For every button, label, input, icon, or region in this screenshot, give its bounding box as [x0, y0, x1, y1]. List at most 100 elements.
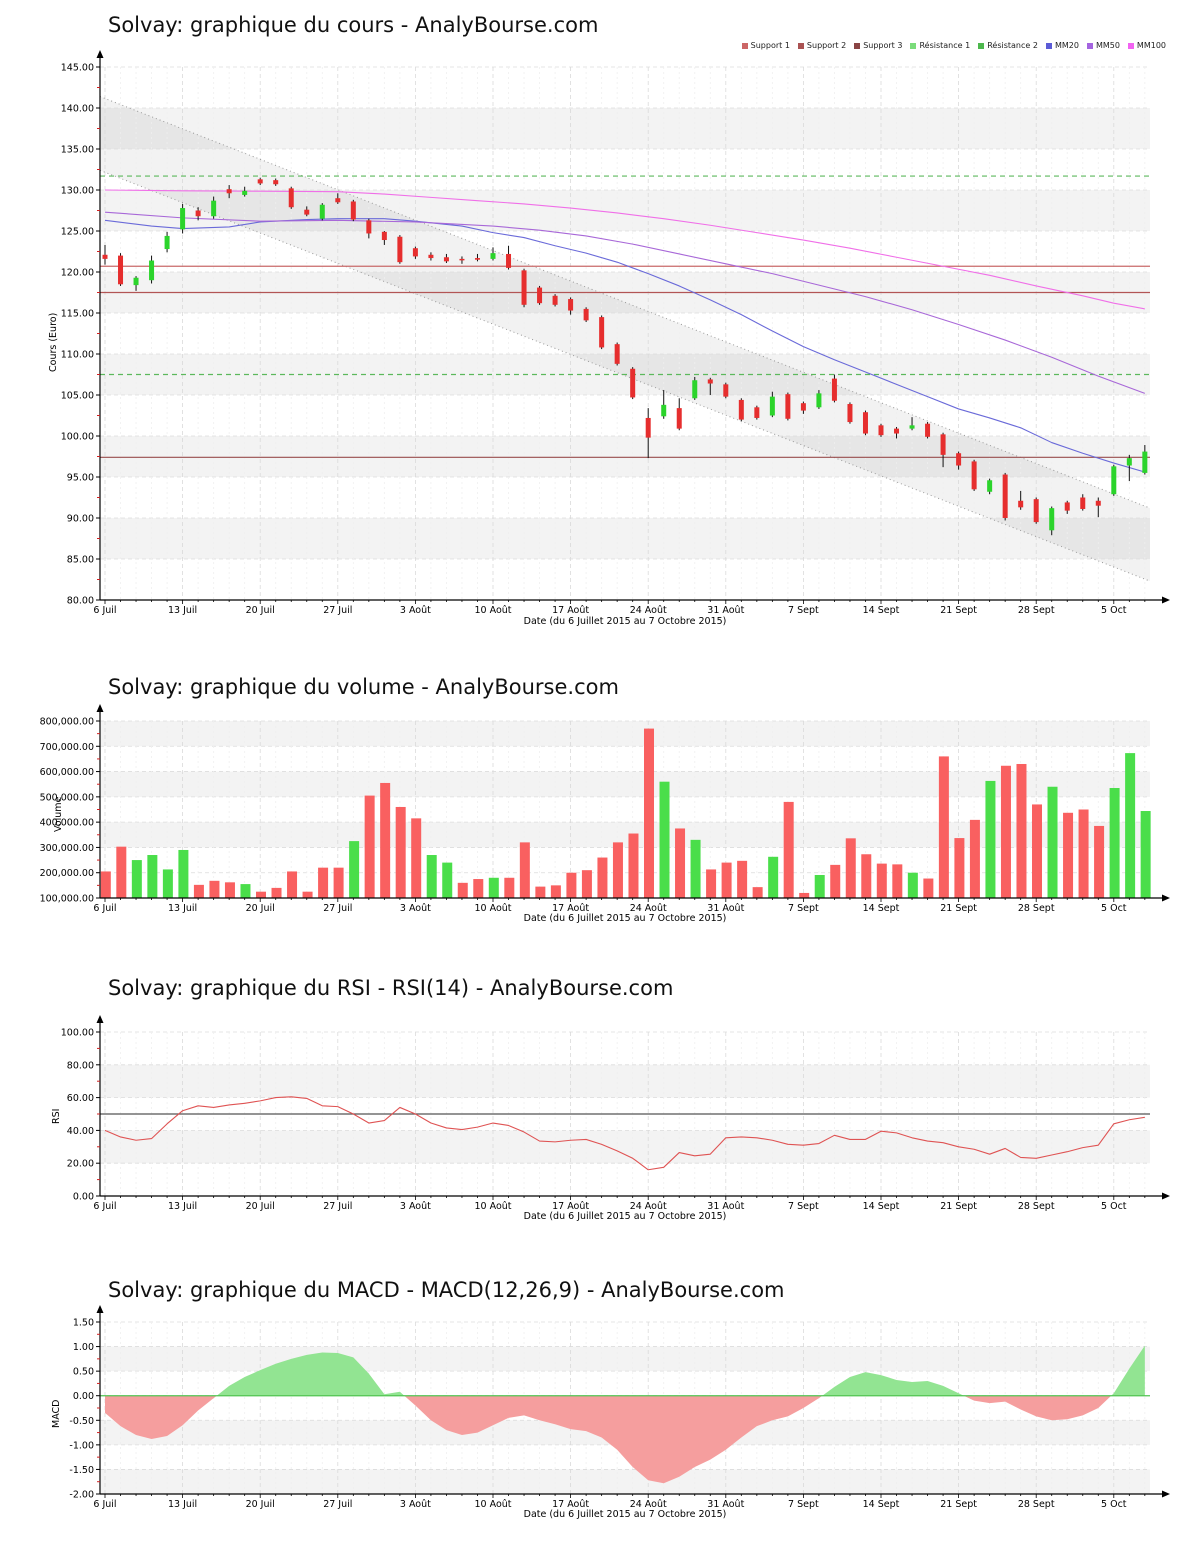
volume-bar — [116, 846, 127, 898]
x-week-label: 5 Oct — [1101, 1201, 1127, 1212]
rsi-x-axis-title: Date (du 6 Juillet 2015 au 7 Octobre 201… — [523, 1211, 727, 1222]
volume-bar — [380, 782, 391, 898]
macd-area-negative — [105, 1395, 217, 1439]
candle-body — [273, 180, 279, 185]
volume-bar — [550, 885, 561, 898]
y-tick-label: 80.00 — [67, 596, 94, 607]
volume-bar — [1140, 811, 1151, 898]
x-week-label: 7 Sept — [788, 1499, 819, 1510]
x-week-label: 10 Août — [475, 903, 512, 914]
candle-body — [412, 248, 418, 257]
candle-body — [1049, 508, 1055, 531]
volume-bar — [892, 864, 903, 898]
bg-stripe — [101, 518, 1150, 559]
volume-bar — [1032, 804, 1042, 898]
legend-label: Support 1 — [750, 41, 790, 50]
x-week-label: 24 Août — [630, 903, 667, 914]
x-week-label: 10 Août — [475, 605, 512, 616]
y-tick-label: 100.00 — [61, 1028, 94, 1039]
volume-bar — [659, 781, 670, 898]
candle-body — [847, 404, 853, 423]
legend-label: Support 2 — [806, 41, 847, 50]
legend-label: MM20 — [1054, 41, 1079, 50]
candle-body — [288, 188, 294, 208]
candle-body — [1126, 458, 1132, 466]
candle-body — [102, 254, 108, 259]
candle-body — [242, 190, 248, 195]
volume-bar — [1125, 753, 1136, 898]
y-tick-label: -1.00 — [69, 1440, 94, 1451]
candle-body — [350, 201, 356, 220]
volume-bar — [349, 841, 360, 898]
volume-bar — [395, 806, 406, 898]
legend-swatch — [741, 42, 748, 49]
volume-bar — [783, 801, 794, 898]
y-tick-label: 1.00 — [73, 1342, 94, 1353]
y-tick-label: 500,000.00 — [40, 792, 94, 803]
x-week-label: 27 Juil — [323, 605, 352, 616]
x-axis-arrow — [1162, 894, 1170, 902]
x-week-label: 10 Août — [475, 1499, 512, 1510]
volume-bar — [193, 884, 204, 898]
y-tick-label: -1.50 — [69, 1465, 94, 1476]
x-week-label: 14 Sept — [863, 1201, 900, 1212]
y-axis-arrow — [96, 50, 104, 58]
volume-bar — [209, 880, 220, 898]
candle-body — [164, 235, 170, 250]
x-week-label: 14 Sept — [863, 1499, 900, 1510]
candle-body — [925, 423, 931, 437]
bg-stripe — [101, 1064, 1150, 1098]
legend-item-mm50: MM50 — [1086, 41, 1120, 50]
legend-label: MM100 — [1136, 41, 1166, 50]
volume-bar — [224, 882, 235, 898]
y-tick-label: 300,000.00 — [40, 843, 94, 854]
x-week-label: 6 Juil — [93, 903, 116, 914]
bg-stripe — [101, 721, 1150, 747]
candle-body — [769, 396, 775, 416]
x-week-label: 28 Sept — [1018, 605, 1055, 616]
volume-bar — [1094, 825, 1105, 898]
macd-area-negative — [404, 1395, 823, 1484]
y-tick-label: 125.00 — [61, 227, 94, 238]
volume-bar — [333, 867, 344, 898]
candle-body — [118, 255, 124, 285]
volume-bar — [302, 891, 313, 898]
candle-body — [785, 394, 791, 419]
volume-bar — [364, 795, 375, 898]
x-week-label: 7 Sept — [788, 605, 819, 616]
volume-bar — [581, 870, 592, 898]
macd-area-negative — [963, 1395, 1112, 1421]
volume-bar — [100, 871, 111, 898]
volume-bar — [488, 877, 499, 898]
x-axis-arrow — [1162, 596, 1170, 604]
macd-chart-title: Solvay: graphique du MACD - MACD(12,26,9… — [108, 1278, 785, 1302]
x-week-label: 17 Août — [552, 1499, 589, 1510]
volume-bar — [240, 884, 251, 898]
legend-item-support-1: Support 1 — [741, 41, 790, 50]
legend-item-mm100: MM100 — [1127, 41, 1166, 50]
candle-body — [1064, 502, 1070, 511]
x-week-label: 13 Juil — [168, 1499, 197, 1510]
x-week-label: 14 Sept — [863, 903, 900, 914]
volume-bar — [721, 862, 732, 898]
candle-body — [630, 368, 636, 398]
candle-body — [1002, 474, 1008, 518]
y-axis-arrow — [96, 704, 104, 712]
bg-stripe — [101, 1469, 1150, 1494]
y-tick-label: 100,000.00 — [40, 894, 94, 905]
y-axis-arrow — [96, 1015, 104, 1023]
y-tick-label: 105.00 — [61, 391, 94, 402]
price-chart-legend: Support 1 Support 2 Support 3 Résistance 1 R… — [741, 41, 1166, 50]
candle-body — [568, 299, 574, 311]
candle-body — [490, 253, 496, 259]
volume-bar — [256, 891, 266, 898]
legend-item-support-3: Support 3 — [854, 41, 902, 50]
candle-body — [304, 209, 310, 215]
y-tick-label: 60.00 — [67, 1093, 94, 1104]
legend-swatch — [797, 42, 804, 49]
volume-bar — [426, 855, 437, 898]
x-week-label: 21 Sept — [940, 1201, 977, 1212]
y-tick-label: 20.00 — [67, 1159, 94, 1170]
x-axis-arrow — [1162, 1192, 1170, 1200]
trend-channel — [100, 96, 1150, 582]
